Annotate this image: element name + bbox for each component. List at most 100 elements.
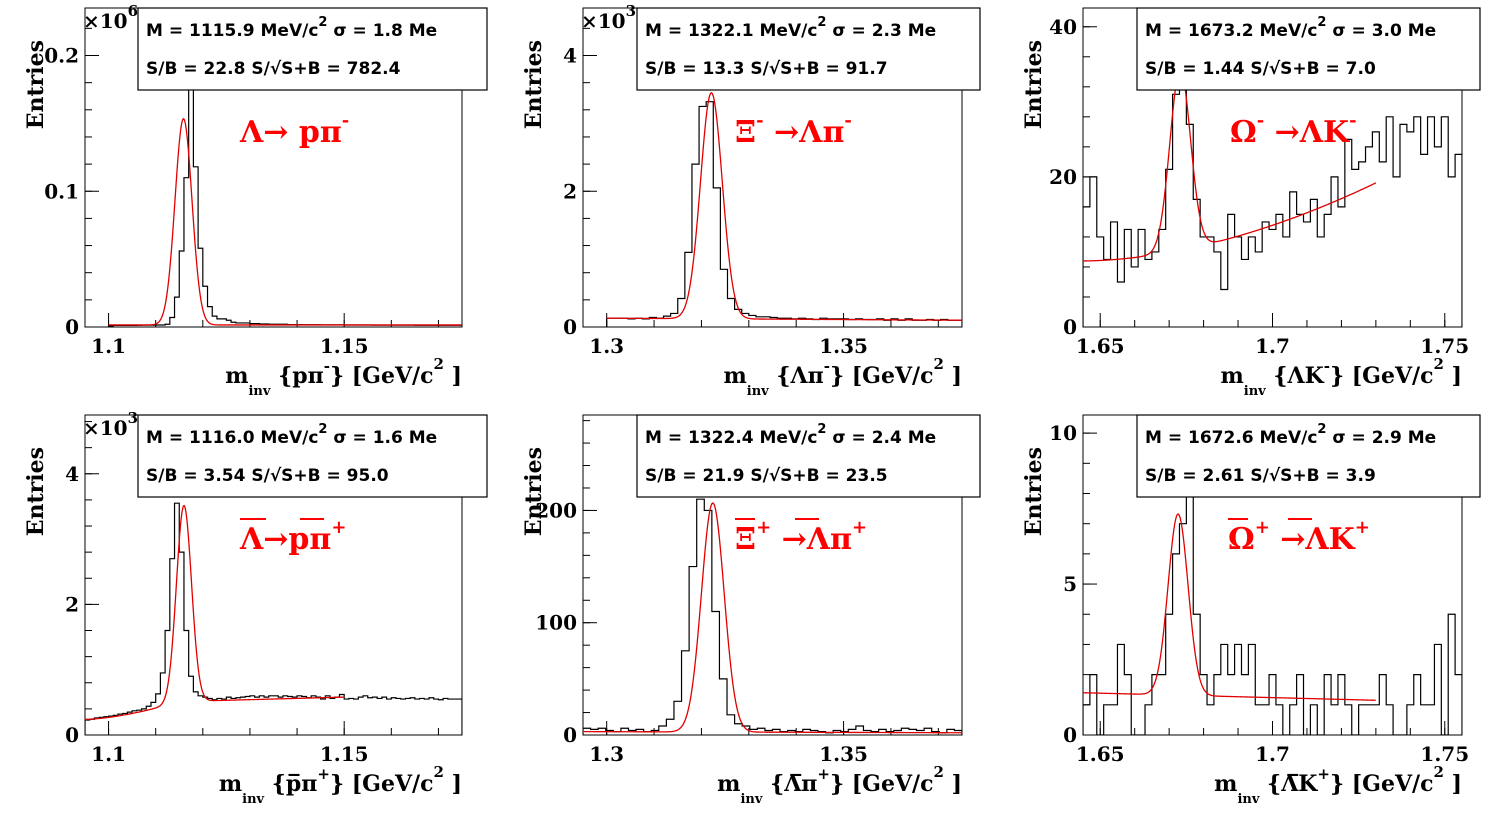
- x-title-expr-sup: +: [317, 765, 330, 783]
- x-title-tail: } [GeV/c: [830, 771, 934, 797]
- y-tick-label: 4: [65, 462, 79, 486]
- stats-sigma: σ = 2.3 Me: [826, 21, 936, 41]
- stats-significance-value: S+B = 7.0: [1280, 59, 1376, 79]
- x-axis-title: minv {Λπ-} [GeV/c2 ]: [724, 355, 962, 399]
- x-title-close: ]: [1444, 363, 1462, 389]
- stats-mass-unit-sup: 2: [1317, 15, 1326, 30]
- decay-text: Ξ: [735, 115, 756, 150]
- y-tick-label: 200: [535, 498, 577, 522]
- x-title-unit-sup: 2: [933, 355, 943, 373]
- x-title-main: m: [219, 771, 242, 797]
- stats-mass-unit-sup: 2: [318, 15, 327, 30]
- x-title-tail: } [GeV/c: [830, 363, 934, 389]
- y-tick-label: 0: [1063, 315, 1077, 339]
- x-title-expr-sup: +: [1317, 765, 1330, 783]
- stats-sigma: σ = 2.9 Me: [1326, 428, 1436, 448]
- x-title-tail: } [GeV/c: [1330, 771, 1434, 797]
- x-axis-title: minv {pπ-} [GeV/c2 ]: [225, 355, 462, 399]
- y-scale-exponent: 3: [128, 409, 138, 427]
- decay-label: Ξ- →Λπ-: [735, 110, 852, 150]
- stats-significance: S/: [245, 59, 270, 79]
- y-tick-label: 0: [65, 315, 79, 339]
- y-scale-exponent: 3: [626, 2, 636, 20]
- stats-mass-line: M = 1672.6 MeV/c2 σ = 2.9 Me: [1145, 422, 1436, 448]
- stats-sb-line: S/B = 13.3 S/√S+B = 91.7: [645, 59, 888, 79]
- x-title-sub: inv: [1244, 384, 1266, 399]
- decay-text: Ω: [1230, 115, 1257, 150]
- stats-sb: S/B = 1.44: [1145, 59, 1245, 79]
- histogram-series: [85, 502, 462, 735]
- decay-label: Ξ+ →Λπ+: [735, 517, 867, 557]
- stats-sb: S/B = 2.61: [1145, 466, 1244, 486]
- stats-sb: S/B = 22.8: [146, 59, 245, 79]
- x-title-main: m: [225, 363, 248, 389]
- x-title-sub: inv: [1237, 792, 1259, 807]
- stats-sb: S/B = 3.54: [146, 466, 246, 486]
- x-title-expr-sup: -: [324, 357, 330, 375]
- decay-label: Λ→pπ+: [239, 517, 346, 557]
- x-title-expr: {Λ̅π: [762, 771, 817, 797]
- decay-label: Ω+ →ΛK+: [1228, 517, 1370, 557]
- x-title-main: m: [724, 363, 747, 389]
- x-title-unit-sup: 2: [433, 763, 443, 781]
- stats-mass: M = 1673.2 MeV/c: [1145, 21, 1317, 41]
- x-title-sub: inv: [740, 792, 762, 807]
- x-tick-label: 1.15: [320, 334, 369, 358]
- x-title-tail: } [GeV/c: [330, 771, 434, 797]
- stats-mass: M = 1116.0 MeV/c: [146, 428, 318, 448]
- stats-significance-value: S+B = 782.4: [281, 59, 400, 79]
- x-tick-label: 1.7: [1255, 742, 1290, 766]
- sqrt-symbol: √: [270, 59, 282, 79]
- x-title-unit-sup: 2: [433, 355, 443, 373]
- histogram-series: [1083, 78, 1462, 327]
- panel-2: 0 2 4 1.3 1.35 Entries ×103 minv {Λπ-} [GeV/c2 …: [521, 2, 981, 399]
- x-tick-label: 1.35: [819, 334, 868, 358]
- stats-sb: S/B = 13.3: [645, 59, 744, 79]
- y-scale-base: ×10: [83, 416, 128, 440]
- stats-significance: S/: [1244, 466, 1269, 486]
- stats-box: [137, 7, 488, 91]
- stats-mass-unit-sup: 2: [1317, 422, 1326, 437]
- y-tick-label: 2: [563, 179, 577, 203]
- decay-label: Λ→ pπ-: [239, 110, 349, 150]
- x-title-expr: {pπ: [270, 363, 323, 389]
- stats-sigma: σ = 1.8 Me: [327, 21, 437, 41]
- x-tick-label: 1.7: [1255, 334, 1290, 358]
- x-tick-label: 1.3: [589, 742, 624, 766]
- y-tick-label: 10: [1049, 421, 1077, 445]
- stats-sigma: σ = 3.0 Me: [1326, 21, 1436, 41]
- decay-text: Λ→ pπ: [239, 115, 342, 150]
- x-title-close: ]: [944, 363, 962, 389]
- stats-box: [636, 414, 981, 498]
- x-axis-title: minv {Λ̅K+} [GeV/c2 ]: [1214, 763, 1462, 807]
- y-scale-label: ×103: [581, 2, 636, 33]
- decay-sup: -: [756, 110, 763, 131]
- x-title-expr: {p̅π: [264, 771, 317, 797]
- stats-mass-line: M = 1322.1 MeV/c2 σ = 2.3 Me: [645, 15, 936, 41]
- stats-mass: M = 1672.6 MeV/c: [1145, 428, 1317, 448]
- stats-box: [1136, 414, 1481, 498]
- x-title-main: m: [717, 771, 740, 797]
- y-tick-label: 0: [563, 723, 577, 747]
- x-tick-label: 1.65: [1076, 742, 1125, 766]
- x-title-main: m: [1214, 771, 1237, 797]
- stats-mass-unit-sup: 2: [817, 422, 826, 437]
- y-tick-label: 20: [1049, 165, 1077, 189]
- x-title-expr: {ΛK: [1266, 363, 1325, 389]
- y-scale-label: ×103: [83, 409, 138, 440]
- x-title-sub: inv: [248, 384, 270, 399]
- stats-sigma: σ = 2.4 Me: [826, 428, 936, 448]
- stats-significance-value: S+B = 23.5: [780, 466, 887, 486]
- x-title-expr-sup: -: [1324, 357, 1330, 375]
- stats-significance-value: S+B = 95.0: [281, 466, 389, 486]
- stats-significance: S/: [744, 466, 769, 486]
- y-axis-title: Entries: [1021, 447, 1047, 536]
- y-tick-label: 0: [563, 315, 577, 339]
- stats-mass-line: M = 1115.9 MeV/c2 σ = 1.8 Me: [146, 15, 437, 41]
- decay-text: Ω: [1228, 522, 1255, 557]
- stats-box: [636, 7, 981, 91]
- decay-text-2: →ΛK: [1270, 522, 1356, 557]
- stats-sb-line: S/B = 3.54 S/√S+B = 95.0: [146, 466, 389, 486]
